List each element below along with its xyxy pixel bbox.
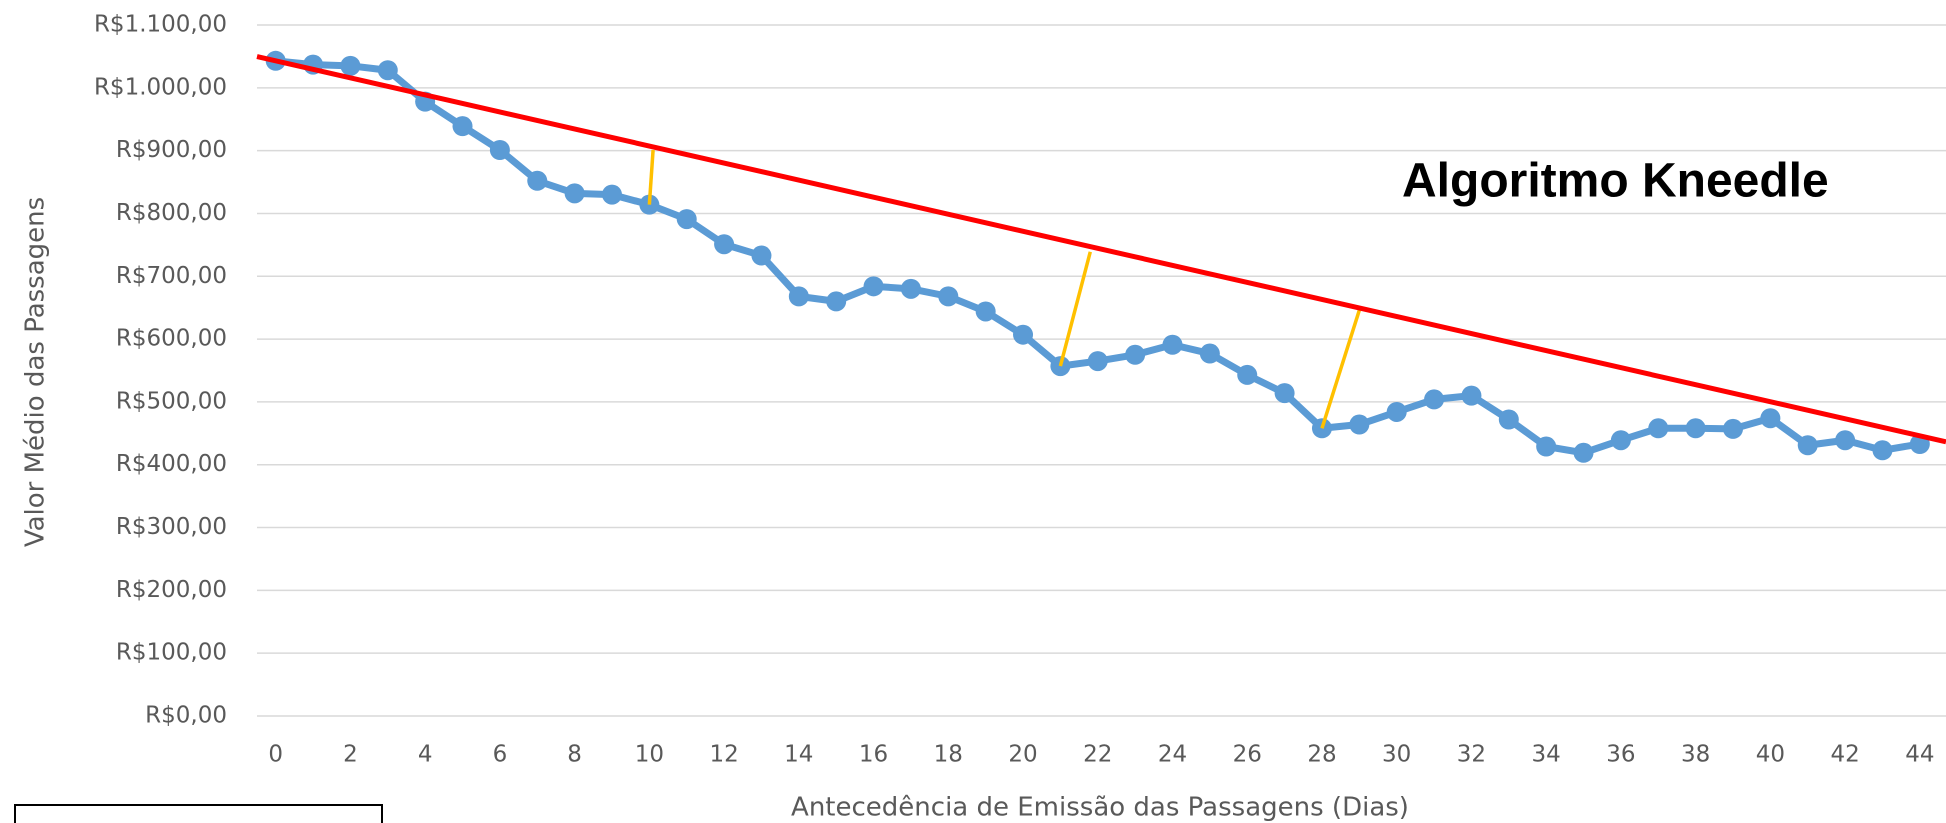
data-point xyxy=(1610,430,1631,451)
x-tick-label: 36 xyxy=(1606,742,1635,768)
x-axis-title: Antecedência de Emissão das Passagens (D… xyxy=(791,793,1409,823)
x-tick-label: 10 xyxy=(635,742,664,768)
data-point xyxy=(788,286,809,307)
y-tick-label: R$1.100,00 xyxy=(94,12,227,38)
x-tick-label: 32 xyxy=(1457,742,1486,768)
x-tick-label: 22 xyxy=(1083,742,1112,768)
data-point xyxy=(751,245,772,266)
y-tick-label: R$800,00 xyxy=(116,200,227,226)
trend-line xyxy=(256,54,1946,445)
x-tick-label: 40 xyxy=(1756,742,1785,768)
data-point xyxy=(900,278,921,299)
x-tick-label: 44 xyxy=(1905,742,1934,768)
data-point xyxy=(1760,408,1781,429)
data-point xyxy=(377,60,398,81)
y-tick-label: R$700,00 xyxy=(116,263,227,289)
data-point xyxy=(975,301,996,322)
x-tick-label: 4 xyxy=(418,742,433,768)
x-tick-label: 24 xyxy=(1158,742,1187,768)
data-point xyxy=(1274,383,1295,404)
y-tick-label: R$200,00 xyxy=(116,577,227,603)
x-tick-label: 2 xyxy=(343,742,358,768)
x-tick-label: 20 xyxy=(1008,742,1037,768)
data-point xyxy=(452,116,473,137)
data-point xyxy=(676,209,697,230)
data-point xyxy=(340,55,361,76)
x-tick-label: 8 xyxy=(567,742,582,768)
data-point xyxy=(1237,364,1258,385)
data-point xyxy=(1386,401,1407,422)
data-point xyxy=(1461,385,1482,406)
distance-line xyxy=(1058,251,1092,367)
data-point xyxy=(564,183,585,204)
x-tick-label: 6 xyxy=(493,742,508,768)
data-point xyxy=(938,286,959,307)
frame-box xyxy=(14,804,383,823)
data-point xyxy=(1349,414,1370,435)
data-point xyxy=(863,276,884,297)
y-tick-label: R$100,00 xyxy=(116,640,227,666)
x-tick-label: 26 xyxy=(1233,742,1262,768)
data-point xyxy=(1723,418,1744,439)
x-tick-label: 42 xyxy=(1830,742,1859,768)
data-point xyxy=(489,140,510,161)
data-point xyxy=(601,184,622,205)
data-point xyxy=(1199,343,1220,364)
data-point xyxy=(1648,418,1669,439)
data-point xyxy=(1162,334,1183,355)
data-point xyxy=(714,234,735,255)
data-point xyxy=(1872,440,1893,461)
x-tick-label: 16 xyxy=(859,742,888,768)
data-point xyxy=(1685,418,1706,439)
y-tick-label: R$900,00 xyxy=(116,137,227,163)
data-point xyxy=(826,291,847,312)
data-point xyxy=(1835,430,1856,451)
x-tick-label: 38 xyxy=(1681,742,1710,768)
data-point xyxy=(1013,324,1034,345)
x-tick-label: 14 xyxy=(784,742,813,768)
y-axis-title: Valor Médio das Passagens xyxy=(21,197,51,547)
x-tick-label: 0 xyxy=(268,742,283,768)
data-point xyxy=(1573,442,1594,463)
y-tick-label: R$300,00 xyxy=(116,514,227,540)
distance-line xyxy=(647,149,655,205)
y-tick-label: R$400,00 xyxy=(116,451,227,477)
annotation: Algoritmo Kneedle xyxy=(1402,155,1829,208)
data-point xyxy=(1536,436,1557,457)
data-point xyxy=(527,170,548,191)
y-tick-label: R$600,00 xyxy=(116,326,227,352)
x-tick-label: 34 xyxy=(1532,742,1561,768)
y-tick-label: R$500,00 xyxy=(116,388,227,414)
x-tick-label: 30 xyxy=(1382,742,1411,768)
x-tick-label: 28 xyxy=(1307,742,1336,768)
x-tick-label: 18 xyxy=(934,742,963,768)
y-tick-label: R$1.000,00 xyxy=(94,74,227,100)
data-point xyxy=(1424,389,1445,410)
distance-line xyxy=(1320,309,1362,429)
data-point xyxy=(1498,409,1519,430)
x-tick-label: 12 xyxy=(709,742,738,768)
y-tick-label: R$0,00 xyxy=(145,703,227,729)
data-point xyxy=(1797,435,1818,456)
data-point xyxy=(1125,344,1146,365)
data-point xyxy=(1087,351,1108,372)
plot: R$0,00 R$100,00 R$200,00 R$300,00 R$400,00 R$… xyxy=(94,12,1946,768)
